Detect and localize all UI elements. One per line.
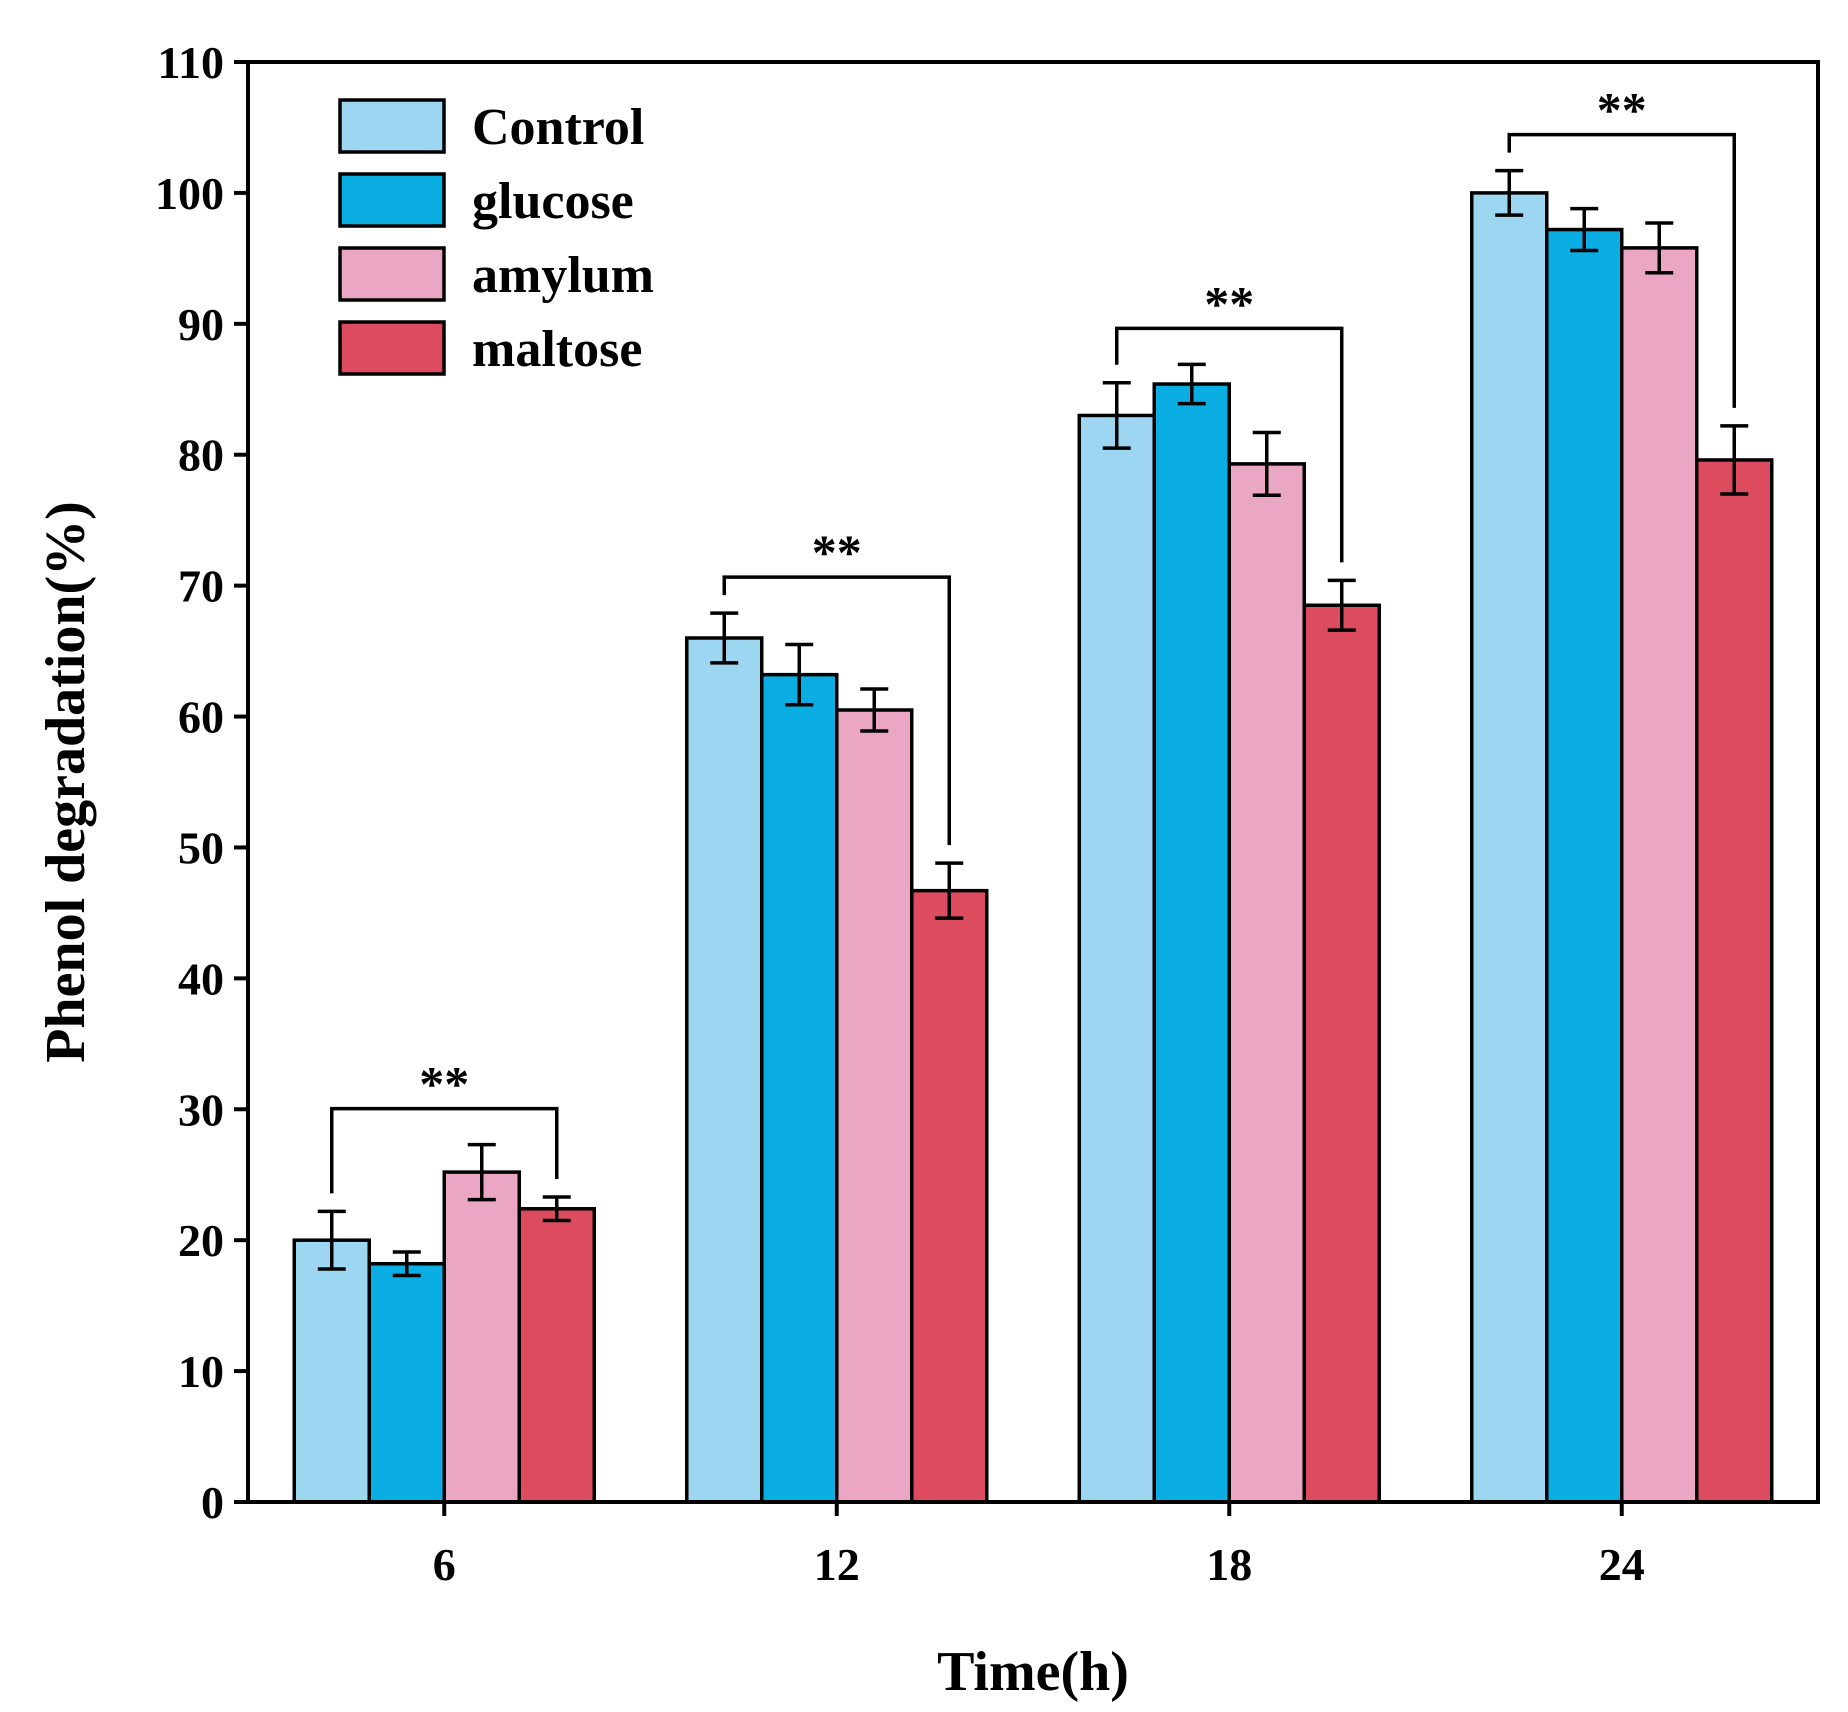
error-bar-Control-6 bbox=[317, 1209, 346, 1271]
significance-label-18: ** bbox=[1204, 275, 1254, 331]
legend-swatch-glucose bbox=[338, 172, 446, 228]
x-tick-label-6: 6 bbox=[433, 1539, 456, 1590]
bar-amylum-12 bbox=[835, 708, 914, 1504]
legend-swatch-Control bbox=[338, 98, 446, 154]
bar-maltose-18 bbox=[1302, 603, 1381, 1504]
bar-amylum-6 bbox=[442, 1170, 521, 1504]
legend-item-Control: Control bbox=[338, 98, 644, 156]
y-axis-title: Phenol degradation(%) bbox=[35, 501, 97, 1063]
error-bar-maltose-18 bbox=[1327, 578, 1356, 632]
bar-amylum-18 bbox=[1227, 462, 1306, 1504]
error-bar-maltose-24 bbox=[1720, 424, 1749, 496]
y-tick-label-90: 90 bbox=[178, 299, 224, 350]
legend-label-Control: Control bbox=[472, 99, 644, 156]
error-bar-Control-24 bbox=[1495, 168, 1524, 217]
y-tick-label-10: 10 bbox=[178, 1346, 224, 1397]
legend-label-amylum: amylum bbox=[472, 247, 654, 304]
bar-Control-18 bbox=[1077, 413, 1156, 1504]
y-tick-label-0: 0 bbox=[201, 1477, 224, 1528]
significance-bracket-6: ** bbox=[330, 1056, 559, 1194]
legend-label-glucose: glucose bbox=[472, 173, 634, 230]
legend-item-maltose: maltose bbox=[338, 320, 642, 378]
significance-bracket-12: ** bbox=[722, 524, 951, 846]
legend-swatch-maltose bbox=[338, 320, 446, 376]
significance-layer: ** ** ** ** bbox=[330, 82, 1736, 1194]
error-bar-glucose-18 bbox=[1177, 362, 1206, 406]
legend-swatch-amylum bbox=[338, 246, 446, 302]
bar-Control-6 bbox=[292, 1238, 371, 1504]
legend-label-maltose: maltose bbox=[472, 321, 642, 378]
bar-maltose-6 bbox=[517, 1207, 596, 1504]
y-tick-label-70: 70 bbox=[178, 561, 224, 612]
y-tick-label-40: 40 bbox=[178, 953, 224, 1004]
y-tick-label-20: 20 bbox=[178, 1215, 224, 1266]
error-bar-glucose-6 bbox=[392, 1250, 421, 1278]
significance-bracket-18: ** bbox=[1115, 275, 1344, 563]
legend: Control glucose amylum maltose bbox=[338, 98, 654, 378]
x-tick-label-24: 24 bbox=[1599, 1539, 1645, 1590]
significance-label-12: ** bbox=[812, 524, 862, 580]
x-tick-label-12: 12 bbox=[814, 1539, 860, 1590]
significance-label-24: ** bbox=[1597, 82, 1647, 138]
error-bar-amylum-18 bbox=[1252, 430, 1281, 498]
error-bar-Control-12 bbox=[710, 611, 739, 665]
y-tick-label-30: 30 bbox=[178, 1084, 224, 1135]
x-tick-label-18: 18 bbox=[1206, 1539, 1252, 1590]
plot-frame bbox=[246, 60, 1820, 1504]
error-bar-glucose-12 bbox=[785, 642, 814, 707]
y-tick-label-100: 100 bbox=[155, 168, 224, 219]
error-bar-amylum-6 bbox=[467, 1142, 496, 1202]
bar-glucose-6 bbox=[367, 1261, 446, 1504]
legend-item-amylum: amylum bbox=[338, 246, 654, 304]
bar-amylum-24 bbox=[1620, 246, 1699, 1504]
error-bar-maltose-12 bbox=[935, 861, 964, 920]
bars-layer bbox=[292, 168, 1774, 1504]
error-bar-Control-18 bbox=[1102, 380, 1131, 450]
bar-glucose-24 bbox=[1545, 227, 1624, 1504]
error-bar-amylum-24 bbox=[1645, 221, 1674, 275]
bar-Control-12 bbox=[685, 636, 764, 1504]
y-tick-label-110: 110 bbox=[158, 37, 224, 88]
bar-Control-24 bbox=[1470, 191, 1549, 1504]
y-tick-label-50: 50 bbox=[178, 822, 224, 873]
error-bar-amylum-12 bbox=[860, 687, 889, 733]
bar-maltose-12 bbox=[910, 888, 989, 1504]
y-tick-label-60: 60 bbox=[178, 692, 224, 743]
bar-glucose-18 bbox=[1152, 382, 1231, 1504]
axes-layer: 0 10 20 30 40 50 60 70 80 90 100 110 6 12 18 24 bbox=[155, 37, 1645, 1590]
significance-bracket-24: ** bbox=[1507, 82, 1736, 408]
bar-glucose-12 bbox=[760, 672, 839, 1504]
x-axis-title: Time(h) bbox=[937, 1641, 1129, 1703]
legend-item-glucose: glucose bbox=[338, 172, 634, 230]
significance-label-6: ** bbox=[419, 1056, 469, 1112]
error-bar-glucose-24 bbox=[1570, 206, 1599, 253]
error-bar-maltose-6 bbox=[542, 1195, 571, 1223]
y-tick-label-80: 80 bbox=[178, 430, 224, 481]
bar-maltose-24 bbox=[1695, 458, 1774, 1504]
